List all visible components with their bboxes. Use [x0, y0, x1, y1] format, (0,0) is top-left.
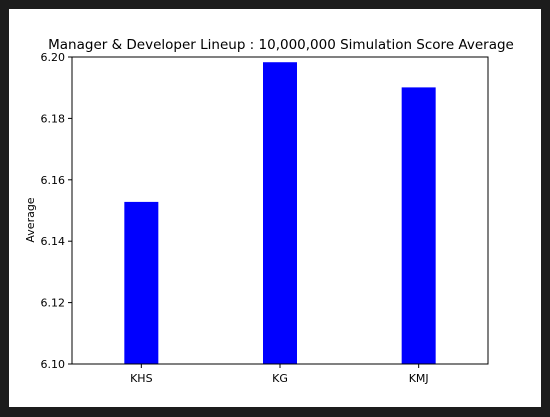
- figure-canvas: Manager & Developer Lineup : 10,000,000 …: [9, 9, 541, 407]
- bar-kmj: [401, 87, 436, 364]
- axes-layer: KHS KG KMJ 6.10 6.12 6.14 6.16 6.18 6.20: [41, 51, 489, 385]
- y-tick-label: 6.10: [41, 358, 66, 371]
- bar-chart: Manager & Developer Lineup : 10,000,000 …: [24, 37, 514, 385]
- y-tick-label: 6.12: [41, 297, 66, 310]
- y-tick-label: 6.20: [41, 51, 66, 64]
- x-tick-label-kmj: KMJ: [409, 372, 429, 385]
- x-tick-label-kg: KG: [272, 372, 288, 385]
- bar-kg: [263, 62, 297, 365]
- y-axis-label: Average: [24, 197, 37, 242]
- y-tick-label: 6.14: [41, 235, 66, 248]
- y-tick-label: 6.16: [41, 174, 66, 187]
- x-tick-label-khs: KHS: [130, 372, 152, 385]
- plot-frame: [71, 56, 489, 365]
- y-tick-label: 6.18: [41, 112, 66, 125]
- bars-layer: [124, 62, 436, 365]
- bar-khs: [124, 201, 159, 364]
- chart-title: Manager & Developer Lineup : 10,000,000 …: [48, 37, 514, 53]
